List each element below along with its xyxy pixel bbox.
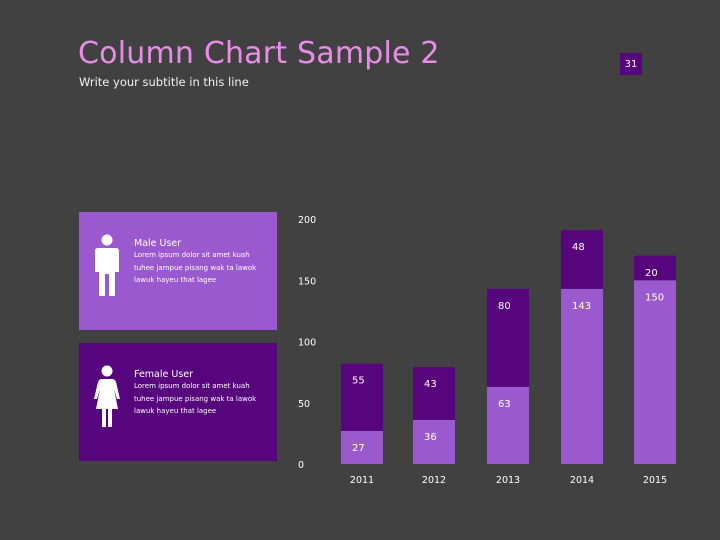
data-label: 150 bbox=[645, 292, 664, 303]
legend-card-body: Lorem ipsum dolor sit amet kuah tuhee ja… bbox=[134, 382, 257, 416]
male-person-icon bbox=[95, 234, 119, 296]
legend-card-title: Female User bbox=[134, 369, 194, 380]
page-number-badge: 31 bbox=[620, 53, 642, 75]
data-label: 43 bbox=[424, 379, 437, 390]
female-person-icon bbox=[94, 365, 120, 427]
x-tick-label: 2013 bbox=[496, 475, 520, 486]
bar-segment bbox=[341, 430, 383, 464]
x-tick-label: 2012 bbox=[422, 475, 446, 486]
data-label: 80 bbox=[498, 301, 511, 312]
bar-segment bbox=[413, 367, 455, 420]
bar-segment bbox=[487, 288, 529, 387]
x-tick-label: 2015 bbox=[643, 475, 667, 486]
data-label: 27 bbox=[352, 443, 365, 454]
y-tick-label: 50 bbox=[298, 399, 310, 410]
data-label: 143 bbox=[572, 301, 591, 312]
page-subtitle: Write your subtitle in this line bbox=[79, 75, 249, 89]
y-tick-label: 0 bbox=[298, 460, 304, 471]
y-tick-label: 200 bbox=[298, 215, 316, 226]
data-label: 48 bbox=[572, 242, 585, 253]
x-tick-label: 2011 bbox=[350, 475, 374, 486]
data-label: 63 bbox=[498, 399, 511, 410]
bar-segment bbox=[561, 230, 603, 289]
legend-card-title: Male User bbox=[134, 238, 182, 249]
bar-segment bbox=[561, 288, 603, 464]
page-title: Column Chart Sample 2 bbox=[78, 36, 440, 71]
bar-segment bbox=[634, 280, 676, 464]
bar-segment bbox=[341, 363, 383, 431]
data-label: 55 bbox=[352, 376, 365, 387]
x-tick-label: 2014 bbox=[570, 475, 594, 486]
bar-segment bbox=[413, 419, 455, 464]
bar-segment bbox=[487, 386, 529, 464]
bar-segment bbox=[634, 255, 676, 281]
legend-card-male: Male User Lorem ipsum dolor sit amet kua… bbox=[79, 212, 277, 330]
y-tick-label: 100 bbox=[298, 338, 316, 349]
y-tick-label: 150 bbox=[298, 276, 316, 287]
data-label: 36 bbox=[424, 432, 437, 443]
legend-card-female: Female User Lorem ipsum dolor sit amet k… bbox=[79, 343, 277, 461]
data-label: 20 bbox=[645, 268, 658, 279]
legend-card-body: Lorem ipsum dolor sit amet kuah tuhee ja… bbox=[134, 251, 257, 285]
